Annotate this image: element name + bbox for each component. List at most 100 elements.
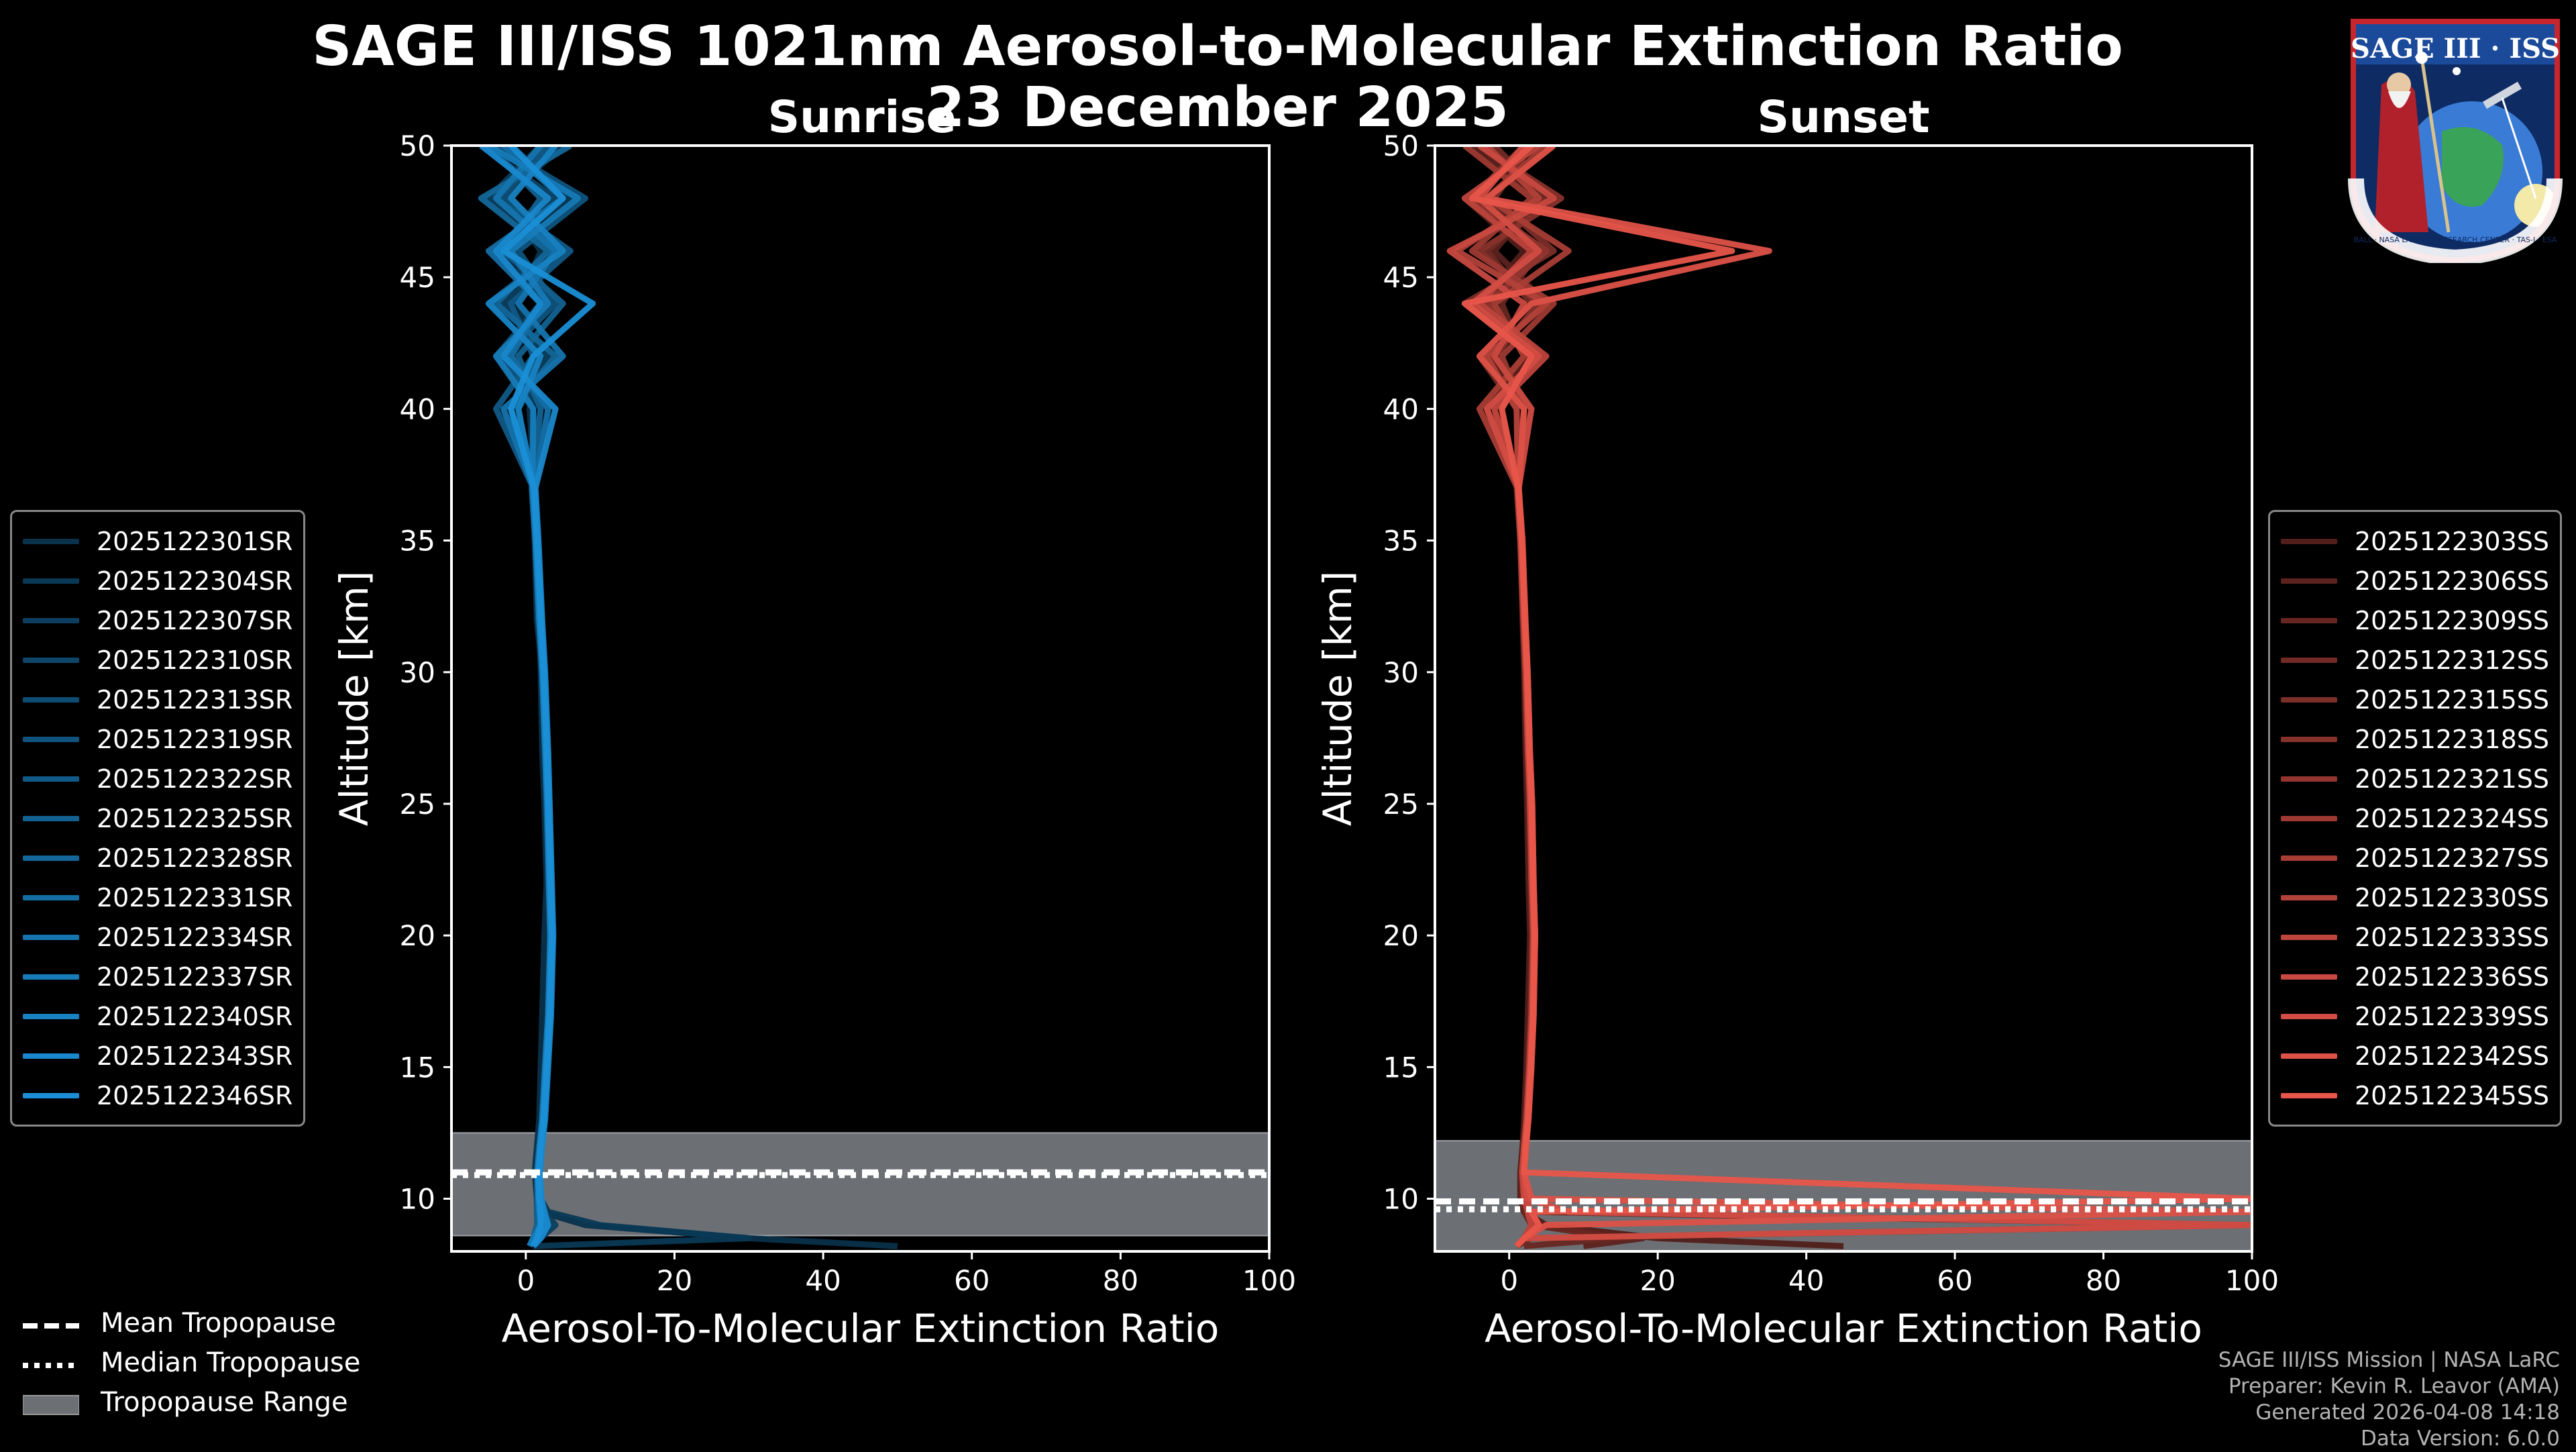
legend-swatch xyxy=(23,1053,79,1059)
sunset-title: Sunset xyxy=(1757,91,1930,143)
legend-item: 2025122303SS xyxy=(2281,521,2549,561)
legend-swatch xyxy=(2281,617,2337,623)
legend-label: 2025122306SS xyxy=(2355,566,2550,596)
y-tick-label: 10 xyxy=(400,1183,435,1216)
x-axis-label: Aerosol-To-Molecular Extinction Ratio xyxy=(502,1306,1220,1351)
x-tick-label: 40 xyxy=(1788,1264,1824,1297)
y-axis-label: Altitude [km] xyxy=(331,571,377,826)
legend-label: 2025122328SR xyxy=(97,843,293,873)
legend-swatch xyxy=(2281,657,2337,663)
sunset-legend: 2025122303SS 2025122306SS 2025122309SS 2025… xyxy=(2268,510,2563,1127)
y-tick-label: 35 xyxy=(1383,525,1419,558)
legend-label: 2025122309SS xyxy=(2355,605,2550,635)
footer-preparer: Preparer: Kevin R. Leavor (AMA) xyxy=(2228,1374,2560,1398)
legend-label: 2025122324SS xyxy=(2355,803,2550,833)
y-tick-label: 20 xyxy=(400,919,435,952)
legend-label: 2025122315SS xyxy=(2355,684,2550,715)
legend-label: 2025122336SS xyxy=(2355,962,2550,992)
legend-swatch xyxy=(2281,776,2337,782)
legend-swatch xyxy=(2281,934,2337,940)
y-tick-label: 40 xyxy=(400,393,435,425)
legend-label: 2025122307SR xyxy=(97,605,293,635)
legend-item: 2025122307SR xyxy=(23,601,292,640)
legend-swatch xyxy=(23,736,79,742)
legend-swatch xyxy=(2281,538,2337,544)
sunrise-title: Sunrise xyxy=(767,91,957,143)
legend-label: 2025122304SR xyxy=(97,566,293,596)
series-line-2025122339SS xyxy=(1468,146,2252,1249)
figure-date: 23 December 2025 xyxy=(926,76,1509,140)
legend-label: 2025122333SS xyxy=(2355,922,2550,952)
legend-swatch xyxy=(23,617,79,623)
legend-swatch xyxy=(23,974,79,980)
legend-item: 2025122324SS xyxy=(2281,798,2549,838)
legend-swatch xyxy=(23,696,79,703)
legend-swatch xyxy=(2281,974,2337,980)
legend-swatch xyxy=(23,578,79,584)
legend-item: 2025122337SR xyxy=(23,957,292,996)
footer-mission: SAGE III/ISS Mission | NASA LaRC xyxy=(2218,1348,2560,1372)
legend-mean-label: Mean Tropopause xyxy=(101,1307,336,1339)
tropopause-range-band xyxy=(451,1132,1270,1237)
legend-item: 2025122309SS xyxy=(2281,601,2549,640)
plot-frame xyxy=(450,144,1271,1253)
legend-swatch xyxy=(2281,696,2337,703)
legend-mean-tropopause: Mean Tropopause xyxy=(23,1303,360,1343)
legend-item: 2025122321SS xyxy=(2281,759,2549,798)
legend-label: 2025122340SR xyxy=(97,1001,293,1031)
series-line-2025122345SS xyxy=(1461,146,2252,1249)
legend-swatch xyxy=(23,894,79,900)
x-tick-label: 80 xyxy=(2086,1264,2121,1297)
legend-item: 2025122313SR xyxy=(23,680,292,719)
legend-item: 2025122319SR xyxy=(23,719,292,759)
legend-item: 2025122327SS xyxy=(2281,838,2549,878)
legend-item: 2025122310SR xyxy=(23,640,292,680)
y-tick-label: 25 xyxy=(400,788,435,821)
legend-label: 2025122318SS xyxy=(2355,724,2550,754)
x-axis-label: Aerosol-To-Molecular Extinction Ratio xyxy=(1485,1306,2202,1351)
legend-item: 2025122325SR xyxy=(23,798,292,838)
y-tick-label: 50 xyxy=(400,129,435,162)
legend-label: 2025122343SR xyxy=(97,1041,293,1071)
legend-item: 2025122336SS xyxy=(2281,957,2549,996)
legend-label: 2025122313SR xyxy=(97,684,293,715)
legend-item: 2025122330SS xyxy=(2281,878,2549,917)
legend-swatch xyxy=(23,934,79,940)
x-tick-label: 0 xyxy=(517,1264,535,1297)
y-tick-label: 10 xyxy=(1383,1183,1419,1216)
x-tick-label: 0 xyxy=(1500,1264,1518,1297)
x-tick-label: 60 xyxy=(954,1264,989,1297)
legend-label: 2025122319SR xyxy=(97,724,293,754)
series-line-2025122312SS xyxy=(1476,146,2252,1249)
y-tick-label: 45 xyxy=(400,261,435,294)
y-tick-label: 45 xyxy=(1383,261,1419,294)
y-axis-label: Altitude [km] xyxy=(1315,571,1360,826)
footer-version: Data Version: 6.0.0 xyxy=(2360,1427,2560,1451)
legend-swatch xyxy=(2281,894,2337,900)
legend-median-label: Median Tropopause xyxy=(101,1347,361,1378)
legend-swatch xyxy=(23,657,79,663)
x-tick-label: 20 xyxy=(657,1264,692,1297)
legend-label: 2025122330SS xyxy=(2355,882,2550,913)
legend-item: 2025122343SR xyxy=(23,1036,292,1076)
legend-label: 2025122312SS xyxy=(2355,645,2550,675)
y-tick-label: 15 xyxy=(400,1051,435,1084)
legend-label: 2025122303SS xyxy=(2355,526,2550,556)
legend-item: 2025122306SS xyxy=(2281,561,2549,601)
legend-label: 2025122337SR xyxy=(97,962,293,992)
legend-label: 2025122301SR xyxy=(97,526,293,556)
legend-item: 2025122301SR xyxy=(23,521,292,561)
legend-item: 2025122342SS xyxy=(2281,1036,2549,1076)
legend-swatch xyxy=(23,776,79,782)
legend-swatch xyxy=(2281,736,2337,742)
y-tick-label: 50 xyxy=(1383,129,1419,162)
legend-label: 2025122310SR xyxy=(97,645,293,675)
sunrise-panel: 0 20 40 60 80 100 10 15 20 25 30 35 40 45 50 Aerosol-To… xyxy=(331,129,1296,1351)
legend-swatch xyxy=(2281,815,2337,821)
plot-frame xyxy=(1434,144,2253,1253)
legend-swatch xyxy=(2281,1092,2337,1098)
series-line-2025122346SR xyxy=(500,146,596,1248)
y-tick-label: 15 xyxy=(1383,1051,1419,1084)
y-tick-label: 35 xyxy=(400,525,435,558)
